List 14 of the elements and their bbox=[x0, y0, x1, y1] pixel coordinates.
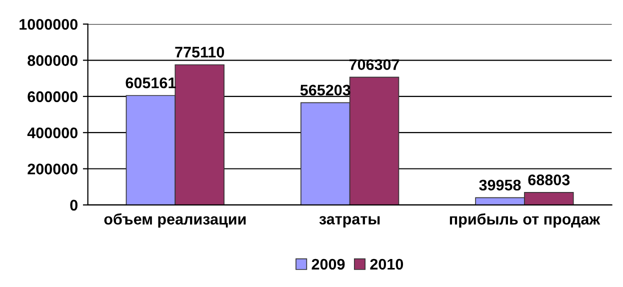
data-label: 39958 bbox=[479, 180, 521, 191]
data-label: 775110 bbox=[175, 46, 224, 58]
y-tick-label: 400000 bbox=[27, 127, 78, 138]
x-tick-label: затраты bbox=[319, 216, 380, 228]
y-tick-label: 1000000 bbox=[20, 18, 78, 30]
y-tick-label: 800000 bbox=[28, 55, 78, 66]
y-tick-label: 600000 bbox=[28, 91, 78, 102]
legend-label: 2010 bbox=[370, 258, 404, 270]
legend-label: 2009 bbox=[312, 258, 345, 270]
data-label: 68803 bbox=[528, 174, 570, 186]
y-tick-label: 0 bbox=[70, 200, 78, 211]
y-tick-label: 200000 bbox=[28, 164, 78, 174]
x-tick-label: прибыль от продаж bbox=[450, 213, 600, 228]
x-tick-label: объем реализации bbox=[104, 213, 246, 228]
